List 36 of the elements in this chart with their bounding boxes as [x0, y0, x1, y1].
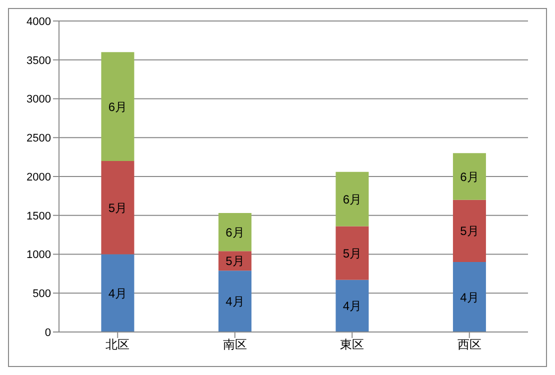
text: 5月: [342, 246, 362, 260]
bar: [101, 254, 134, 332]
text: 6月: [460, 170, 479, 184]
bar: [101, 160, 134, 254]
x-tick-label: 南区: [222, 338, 247, 352]
text: 6月: [226, 225, 244, 240]
bar: [218, 270, 252, 332]
series-label: 5月: [226, 254, 244, 268]
bar: [336, 280, 369, 332]
text: 4月: [226, 294, 244, 309]
text: 5月: [460, 224, 479, 238]
y-tick-label: 1500: [26, 210, 51, 222]
x-tick-label: 西区: [457, 338, 482, 352]
y-tick-label: 1000: [26, 249, 51, 262]
y-tick-label: 0: [44, 326, 51, 339]
text: 4月: [460, 290, 479, 304]
series-label: 4月: [342, 299, 362, 314]
bar: [336, 172, 369, 226]
x-tick-label: 東区: [340, 338, 364, 352]
bar: [452, 262, 486, 332]
x-tick-label: 北区: [106, 338, 130, 352]
text: 6月: [108, 100, 128, 114]
y-tick-label: 3000: [26, 94, 51, 106]
text: 5月: [108, 200, 128, 215]
bar: [101, 52, 134, 161]
bar: [218, 213, 252, 252]
bar: [452, 153, 486, 200]
y-tick-label: 3500: [26, 54, 51, 67]
y-tick-label: 4000: [26, 16, 51, 28]
y-tick-label: 2500: [26, 132, 51, 145]
bar: [452, 200, 486, 262]
text: 4月: [108, 286, 128, 300]
y-tick-label: 2000: [26, 171, 51, 184]
y-tick-label: 500: [32, 288, 51, 300]
bar: [336, 226, 369, 280]
series-label: 6月: [342, 192, 362, 206]
